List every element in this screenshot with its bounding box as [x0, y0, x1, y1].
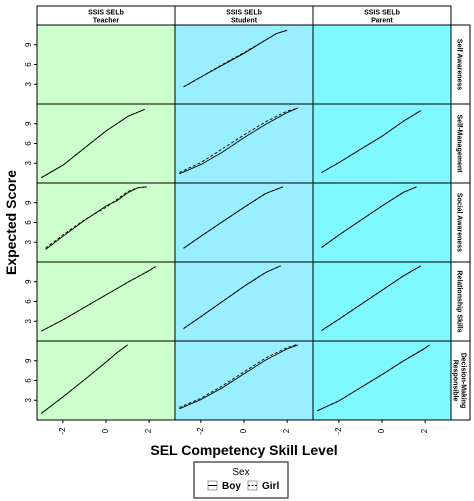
series-line-boy-r4-c1 — [179, 344, 299, 410]
panel-2-2 — [312, 182, 452, 263]
panel-0-1 — [174, 24, 314, 105]
x-tick-label: 0 — [239, 428, 248, 433]
series-line-boy-r1-c1 — [179, 107, 299, 175]
x-tick-label: 2 — [144, 428, 153, 433]
row-strip-label: Responsible — [452, 360, 459, 402]
series-line-girl-r2-c2 — [321, 186, 417, 248]
legend-box — [193, 461, 289, 499]
legend-label-girl: Girl — [262, 481, 279, 492]
column-strip-line2: Teacher — [93, 18, 120, 25]
y-tick-label: 6 — [24, 141, 33, 146]
y-tick-label: 3 — [24, 397, 33, 402]
y-tick-label: 6 — [24, 62, 33, 67]
row-strip-label: Self Awareness — [456, 39, 463, 90]
panel-0-2 — [312, 24, 452, 105]
x-axis-title: SEL Competency Skill Level — [150, 442, 337, 458]
y-tick-label: 6 — [24, 299, 33, 304]
panel-4-2 — [312, 340, 452, 421]
y-tick-label: 9 — [24, 200, 33, 205]
y-tick-label: 3 — [24, 160, 33, 165]
series-line-boy-r3-c0 — [41, 266, 156, 332]
row-strip-4 — [450, 340, 471, 421]
legend-label-boy: Boy — [222, 481, 241, 492]
x-tick-label: 0 — [377, 428, 386, 433]
row-strip-label: Self-Management — [456, 115, 463, 174]
panel-4-1 — [174, 340, 314, 421]
series-line-girl-r3-c1 — [183, 265, 281, 329]
panel-1-2 — [312, 103, 452, 184]
x-tick-label: -2 — [58, 427, 67, 435]
x-tick-label: -2 — [196, 427, 205, 435]
y-tick-label: 9 — [24, 358, 33, 363]
panel-3-2 — [312, 261, 452, 342]
column-strip-line1: SSIS SELb — [88, 10, 124, 17]
y-tick-label: 6 — [24, 220, 33, 225]
row-strip-label: Social Awareness — [456, 193, 463, 252]
panel-3-1 — [174, 261, 314, 342]
series-line-girl-r1-c2 — [321, 110, 422, 173]
column-strip-line1: SSIS SELb — [364, 10, 400, 17]
panel-1-1 — [174, 103, 314, 184]
panel-2-0 — [36, 182, 176, 263]
series-line-girl-r0-c1 — [183, 29, 288, 88]
row-strip-label: Decision-Making — [460, 353, 467, 409]
x-tick-label: 0 — [101, 428, 110, 433]
y-tick-label: 3 — [24, 81, 33, 86]
panel-2-1 — [174, 182, 314, 263]
y-tick-label: 9 — [24, 42, 33, 47]
series-line-boy-r2-c0 — [45, 186, 148, 250]
panel-3-0 — [36, 261, 176, 342]
x-tick-label: 2 — [420, 428, 429, 433]
y-tick-label: 6 — [24, 378, 33, 383]
series-line-girl-r2-c1 — [183, 186, 283, 249]
series-line-girl-r2-c0 — [45, 186, 148, 249]
y-tick-label: 3 — [24, 318, 33, 323]
legend-title: Sex — [232, 467, 249, 478]
y-tick-label: 9 — [24, 121, 33, 126]
series-line-girl-r1-c0 — [41, 108, 145, 179]
x-tick-label: 2 — [282, 428, 291, 433]
y-tick-label: 9 — [24, 279, 33, 284]
column-strip-line1: SSIS SELb — [226, 10, 262, 17]
y-tick-label: 3 — [24, 239, 33, 244]
column-strip-2 — [312, 5, 452, 26]
series-line-boy-r4-c2 — [317, 344, 430, 412]
column-strip-line2: Student — [231, 18, 258, 25]
row-strip-label: Relationship Skills — [456, 270, 463, 332]
series-line-girl-r4-c0 — [41, 344, 128, 414]
panel-4-0 — [36, 340, 176, 421]
panel-1-0 — [36, 103, 176, 184]
series-line-girl-r3-c2 — [321, 265, 422, 331]
column-strip-line2: Parent — [371, 18, 393, 25]
panel-0-0 — [36, 24, 176, 105]
x-tick-label: -2 — [334, 427, 343, 435]
y-axis-title: Expected Score — [3, 170, 19, 275]
